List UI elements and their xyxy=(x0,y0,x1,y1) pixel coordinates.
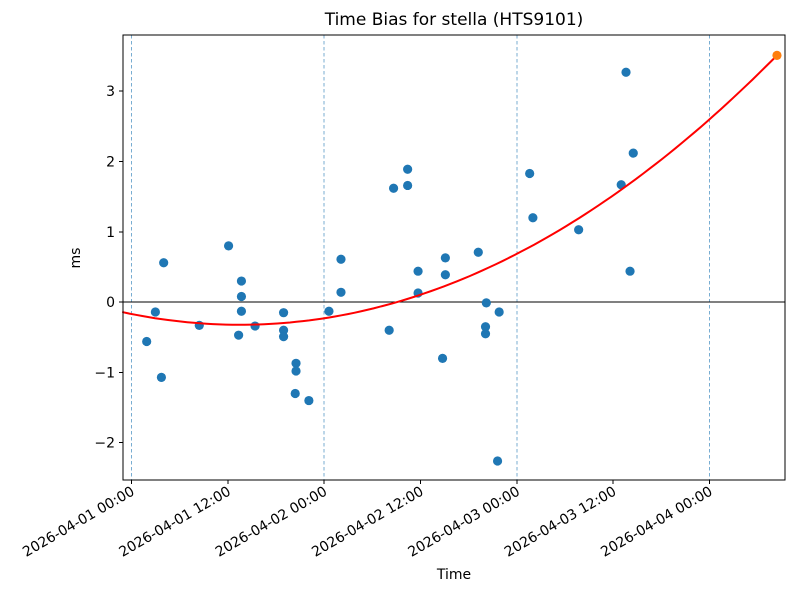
data-point xyxy=(291,358,301,368)
data-point xyxy=(336,254,346,264)
scatter-points xyxy=(142,67,638,466)
data-point xyxy=(324,306,334,316)
data-point xyxy=(403,180,413,191)
data-point xyxy=(481,298,491,308)
axes-border xyxy=(122,34,786,481)
data-point xyxy=(278,331,289,342)
plot-frame xyxy=(122,34,786,481)
data-point xyxy=(628,148,638,158)
data-point xyxy=(236,276,247,286)
y-tick-label: 2 xyxy=(106,155,115,171)
data-point xyxy=(492,456,503,466)
y-tick-label: 1 xyxy=(106,225,115,241)
data-point xyxy=(278,325,289,335)
data-point xyxy=(574,225,584,235)
data-point xyxy=(336,287,346,297)
data-point xyxy=(142,336,152,347)
chart-title: Time Bias for stella (HTS9101) xyxy=(324,10,584,30)
data-point xyxy=(480,322,491,332)
data-point xyxy=(236,291,247,302)
data-point xyxy=(625,266,635,276)
data-point xyxy=(278,308,289,318)
fit-curve xyxy=(122,54,778,326)
data-point xyxy=(413,266,423,276)
y-axis-label: ms xyxy=(68,248,84,269)
data-point xyxy=(236,306,247,316)
data-point xyxy=(304,395,314,406)
data-point xyxy=(440,253,450,263)
y-tick-label: −2 xyxy=(94,436,115,452)
data-point xyxy=(150,307,160,317)
day-gridlines xyxy=(130,35,711,480)
data-point xyxy=(234,330,244,340)
data-point xyxy=(223,241,234,251)
data-point xyxy=(159,258,169,268)
y-tick-label: −1 xyxy=(94,365,115,381)
data-point xyxy=(388,183,399,193)
data-point xyxy=(494,307,504,317)
data-point xyxy=(290,388,300,399)
data-point xyxy=(440,270,450,280)
trend-curve xyxy=(122,50,782,326)
data-point xyxy=(156,372,167,382)
data-point xyxy=(384,325,394,335)
data-point xyxy=(525,168,535,179)
data-point xyxy=(528,213,538,223)
axis-ticks xyxy=(119,90,711,484)
data-point xyxy=(291,366,301,376)
data-point xyxy=(621,67,631,77)
data-point xyxy=(437,353,448,363)
data-point xyxy=(480,329,491,339)
x-axis-label: Time xyxy=(436,567,471,583)
y-tick-label: 3 xyxy=(106,84,115,100)
data-point xyxy=(403,164,413,174)
data-point xyxy=(473,247,483,257)
y-tick-label: 0 xyxy=(106,295,115,311)
highlighted-data-point xyxy=(772,50,782,60)
data-point xyxy=(250,321,260,331)
